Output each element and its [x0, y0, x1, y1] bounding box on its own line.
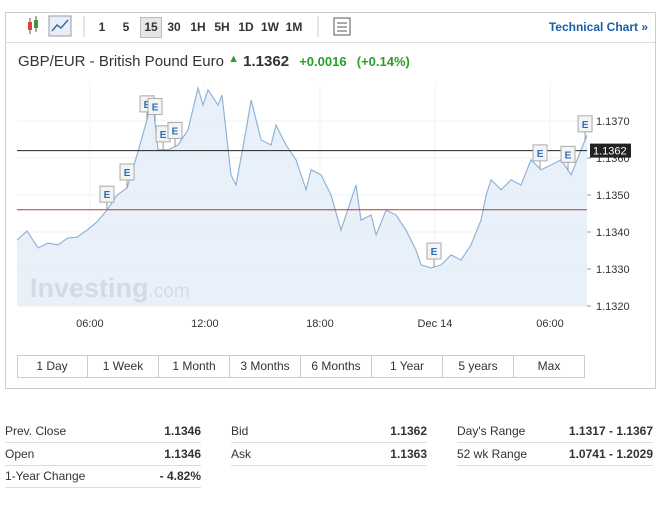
event-label: E — [537, 149, 544, 160]
interval-button[interactable]: 5H — [214, 20, 230, 34]
stat-value: - 4.82% — [159, 469, 201, 483]
range-button[interactable]: 6 Months — [301, 355, 372, 378]
change: +0.0016 — [299, 54, 347, 69]
interval-button[interactable]: 1M — [285, 20, 303, 34]
interval-button[interactable]: 1D — [238, 20, 254, 34]
widget — [5, 12, 656, 389]
range-button[interactable]: 1 Day — [17, 355, 88, 378]
line-icon[interactable] — [48, 15, 72, 37]
price-tag — [590, 143, 631, 158]
stat-value: 1.0741 - 1.2029 — [568, 446, 653, 461]
stat-label: Prev. Close — [5, 424, 67, 438]
event-label: E — [565, 150, 572, 161]
chart: 1.13201.13301.13401.13501.13601.137006:0… — [16, 84, 631, 330]
range-bar — [17, 355, 585, 378]
price: 1.1362 — [243, 53, 290, 70]
event-label: E — [431, 247, 438, 258]
y-tick-label: 1.1320 — [596, 301, 630, 313]
stat-value: 1.1317 - 1.1367 — [568, 424, 653, 438]
event-marker[interactable] — [147, 97, 163, 115]
stat-value: 1.1363 — [390, 446, 427, 461]
event-label: E — [160, 130, 167, 141]
stat-row: Ask 1.1363 — [231, 443, 427, 466]
stat-row: 1-Year Change - 4.82% — [5, 465, 201, 488]
candle-icon[interactable] — [28, 16, 38, 34]
event-label: E — [172, 127, 179, 138]
x-tick-label: 18:00 — [306, 318, 334, 330]
interval-button[interactable]: 15 — [140, 17, 162, 38]
event-marker[interactable] — [560, 145, 576, 163]
event-marker[interactable] — [167, 122, 183, 140]
stat-label: Bid — [231, 424, 249, 438]
x-tick-label: 12:00 — [191, 318, 219, 330]
event-marker[interactable] — [426, 242, 442, 260]
event-label: E — [144, 100, 151, 111]
range-button[interactable]: 5 years — [443, 355, 514, 378]
stat-label: 1-Year Change — [5, 469, 86, 483]
range-button[interactable]: 3 Months — [230, 355, 301, 378]
y-tick-label: 1.1350 — [596, 190, 630, 202]
interval-button[interactable]: 30 — [167, 20, 181, 34]
x-tick-label: 06:00 — [76, 318, 104, 330]
interval-button[interactable]: 1 — [98, 20, 106, 34]
stat-row: Open 1.1346 — [5, 443, 201, 466]
event-marker[interactable] — [99, 185, 115, 203]
toolbar-icons — [28, 15, 351, 37]
area — [17, 88, 587, 306]
event-marker[interactable] — [119, 163, 135, 181]
stat-label: Day's Range — [457, 424, 526, 438]
y-tick-label: 1.1370 — [596, 116, 630, 128]
event-label: E — [124, 168, 131, 179]
stat-value: 1.1362 — [390, 424, 427, 438]
range-button[interactable]: 1 Month — [159, 355, 230, 378]
stat-row: Prev. Close 1.1346 — [5, 420, 201, 443]
interval-button[interactable]: 5 — [122, 20, 130, 34]
news-icon[interactable] — [333, 17, 351, 36]
event-label: E — [152, 102, 159, 113]
range-button[interactable]: 1 Week — [88, 355, 159, 378]
event-label: E — [582, 120, 589, 131]
toolbar-divider — [5, 42, 655, 43]
up-arrow: ▲ — [228, 53, 239, 65]
stat-label: Ask — [231, 446, 252, 461]
event-marker[interactable] — [577, 115, 593, 133]
line — [16, 85, 588, 269]
stat-value: 1.1346 — [164, 424, 201, 438]
stat-label: Open — [5, 446, 35, 461]
y-tick-label: 1.1340 — [596, 227, 630, 239]
technical-chart-link[interactable]: Technical Chart » — [548, 20, 648, 34]
event-label: E — [104, 190, 111, 201]
stat-value: 1.1346 — [164, 446, 201, 461]
change-pct: (+0.14%) — [356, 54, 410, 69]
instrument-title: GBP/EUR - British Pound Euro — [18, 53, 224, 70]
interval-button[interactable]: 1H — [190, 20, 206, 34]
stat-row: Day's Range 1.1317 - 1.1367 — [457, 420, 653, 443]
event-marker[interactable] — [532, 144, 548, 162]
stat-row: 52 wk Range 1.0741 - 1.2029 — [457, 443, 653, 466]
header: GBP/EUR - British Pound Euro ▲ 1.1362 +0… — [18, 53, 410, 70]
stat-label: 52 wk Range — [457, 446, 528, 461]
interval-button[interactable]: 1W — [261, 20, 279, 34]
x-tick-label: 06:00 — [536, 318, 564, 330]
range-button[interactable]: Max — [537, 359, 561, 373]
range-button[interactable]: 1 Year — [372, 355, 443, 378]
y-tick-label: 1.1330 — [596, 264, 630, 276]
price-tag-label: 1.1362 — [593, 146, 627, 158]
stat-row: Bid 1.1362 — [231, 420, 427, 443]
x-tick-label: Dec 14 — [418, 318, 453, 330]
